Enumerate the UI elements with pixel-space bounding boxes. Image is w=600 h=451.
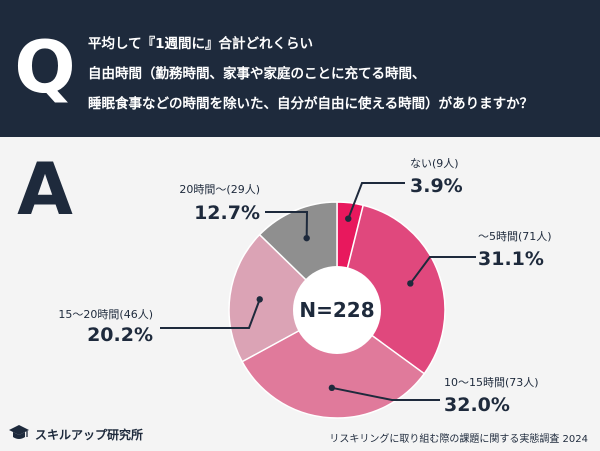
slice-value-label-3: 32.0% — [444, 394, 510, 416]
slice-name-label-4: 15〜20時間(46人) — [58, 308, 153, 321]
slice-value-label-4: 20.2% — [87, 324, 153, 346]
logo-text: スキルアップ研究所 — [35, 427, 144, 442]
donut-hole — [293, 266, 381, 354]
leader-line-5 — [265, 211, 309, 239]
leader-dot-4 — [256, 296, 263, 303]
leader-dot-3 — [328, 384, 336, 392]
leader-dot-5 — [303, 234, 310, 242]
leader-dot-1 — [345, 215, 352, 222]
leader-line-4 — [160, 299, 261, 329]
pie-slice-4 — [228, 233, 339, 363]
slice-value-label-5: 12.7% — [194, 202, 260, 224]
slice-name-label-2: 〜5時間(71人) — [478, 230, 552, 243]
question-line-2: 自由時間（勤務時間、家事や家庭のことに充てる時間、 — [88, 66, 426, 82]
leader-dot-2 — [407, 280, 414, 287]
graduation-cap-icon — [9, 425, 29, 439]
leader-line-3 — [331, 386, 440, 401]
leader-line-2 — [409, 256, 476, 285]
center-label: N=228 — [299, 298, 374, 322]
slice-name-label-3: 10〜15時間(73人) — [444, 376, 539, 389]
pie-slice-2 — [336, 204, 446, 375]
slice-value-label-2: 31.1% — [478, 248, 544, 270]
question-line-1: 平均して『1週間に』合計どれくらい — [88, 36, 313, 52]
slice-name-label-1: ない(9人) — [410, 157, 459, 170]
question-header: Q 平均して『1週間に』合計どれくらい 自由時間（勤務時間、家事や家庭のことに充… — [0, 0, 600, 137]
slice-value-label-1: 3.9% — [410, 175, 463, 197]
slice-name-label-5: 20時間〜(29人) — [179, 183, 260, 196]
a-letter: A — [17, 147, 73, 231]
question-line-3: 睡眠食事などの時間を除いた、自分が自由に使える時間）がありますか？ — [88, 96, 534, 112]
brand-logo: スキルアップ研究所 — [8, 422, 143, 446]
leader-line-1 — [347, 182, 405, 220]
survey-note: リスキリングに取り組む際の課題に関する実態調査 2024 — [329, 434, 588, 445]
q-letter: Q — [14, 25, 76, 109]
